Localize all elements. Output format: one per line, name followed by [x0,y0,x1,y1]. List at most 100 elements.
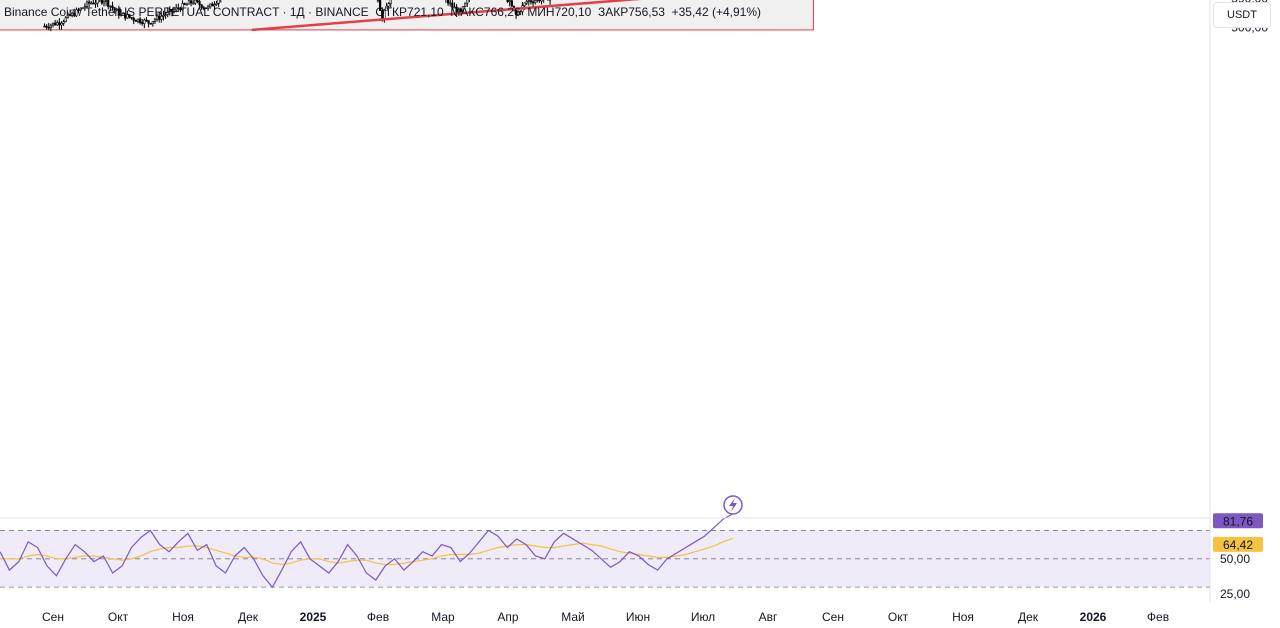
candle-body [151,21,154,25]
candle-body [179,8,182,11]
rsi-value-tag-label: 81,76 [1223,514,1253,528]
rsi-tick-label: 50,00 [1220,552,1250,566]
ohlc-low: МИН720,10 [527,5,592,19]
candle-body [115,8,118,11]
candle-body [172,9,176,12]
ohlc-open: ОТКР721,10 [375,5,444,19]
time-tick-label: Апр [497,610,519,624]
candle-body [88,1,91,4]
candle-body [153,19,157,22]
time-tick-label: Сен [42,610,64,624]
candle-body [126,14,129,19]
alert-icon[interactable] [723,495,743,515]
candle-body [461,6,465,13]
candle-body [51,22,55,26]
candle-body [128,14,131,18]
candle-body [94,2,97,5]
candle-body [62,21,65,24]
candle-body [463,2,467,7]
candle-body [109,5,112,8]
candle-body [529,0,533,3]
time-tick-label: Окт [888,610,909,624]
candle-body [508,0,511,3]
candle-body [215,2,218,5]
candle-body [47,26,50,29]
time-tick-label: 2025 [300,610,327,624]
time-tick-label: Дек [1018,610,1039,624]
candle-body [166,11,169,15]
candle-body [202,7,205,10]
candle-body [189,0,193,4]
candle-body [506,0,509,2]
time-tick-label: Окт [108,610,129,624]
candle-body [459,8,462,13]
candle-body [455,6,458,13]
rsi-tick-label: 25,00 [1220,587,1250,601]
candle-body [164,14,167,16]
time-tick-label: Ноя [952,610,974,624]
rsi-ma-line [0,537,733,566]
currency-unit-button[interactable]: USDT [1213,2,1271,28]
candle-body [138,18,142,23]
candle-body [124,12,127,19]
rsi-ma-tag-label: 64,42 [1223,538,1253,552]
candle-body [107,0,110,7]
candle-body [525,1,528,4]
candle-body [49,24,52,28]
candle-body [158,15,161,20]
candle-body [71,12,74,16]
candle-body [134,20,137,22]
candle-body [517,11,520,16]
rsi-ma-tag-bg [1213,536,1263,552]
rsi-pane [0,513,1210,589]
candle-body [183,3,186,5]
candle-body [387,3,390,7]
candle-body [155,15,159,20]
candle-body [66,14,69,18]
time-tick-label: Авг [759,610,778,624]
candle-body [77,9,80,12]
price-axis[interactable]: 1 080,001 000,00920,00870,00820,00780,00… [1220,0,1268,601]
candle-body [111,5,114,9]
candle-body [379,0,382,11]
candle-body [198,1,201,6]
candle-body [141,22,144,24]
candle-body [162,15,165,17]
trendline[interactable] [251,0,875,32]
candle-body [81,7,84,10]
candle-body [446,0,450,4]
candle-body [385,5,388,11]
candle-body [79,7,82,11]
candle-body [83,6,86,9]
candle-body [102,1,106,4]
candle-body [453,6,456,9]
candle-body [211,3,214,7]
rsi-line [0,513,733,589]
candle-body [119,12,123,16]
candle-body [90,2,93,5]
rsi-value-tag-bg [1213,513,1263,529]
ohlc-close: ЗАКР756,53 [597,5,665,19]
time-axis[interactable]: Сен Окт Ноя Дек 2025 Фев Мар Апр Май Июн Июл Авг Сен… [42,610,1169,624]
time-tick-label: Мар [431,610,455,624]
time-tick-label: Сен [822,610,844,624]
candle-body [534,0,537,3]
symbol-title[interactable]: Binance Coin / TetherUS PERPETUAL CONTRA… [4,5,369,19]
candle-body [527,0,530,3]
range-rectangle[interactable] [0,0,814,31]
candle-body [145,19,148,22]
candle-body [204,7,208,10]
candle-body [181,3,184,11]
candle-body [217,0,220,4]
time-tick-label: Фев [1147,610,1169,624]
candle-body [56,22,59,26]
candle-body [43,25,46,28]
candle-body [73,12,76,17]
candle-body [194,0,197,4]
time-tick-label: Фев [367,610,389,624]
candle-body [143,19,146,24]
candle-body [451,2,454,8]
candle-body [510,0,513,7]
